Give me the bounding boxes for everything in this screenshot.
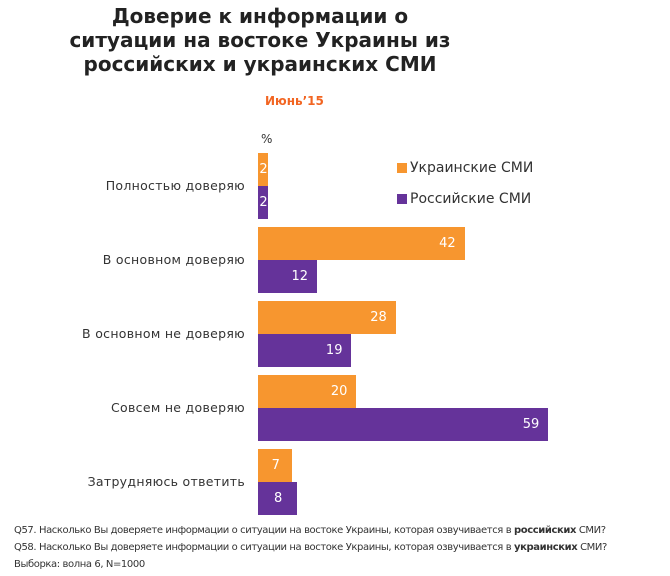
bar-ukrainian: [258, 227, 465, 260]
bar-ukrainian: [258, 375, 357, 408]
category-label: Полностью доверяю: [105, 178, 245, 193]
bar-russian: [258, 186, 268, 219]
footnote-q57-bold: российских: [513, 525, 577, 536]
bar-russian: [258, 408, 549, 441]
footnote-q58-prefix: Q58. Насколько Вы доверяете информации о…: [14, 542, 514, 553]
footnote-q58: Q58. Насколько Вы доверяете информации о…: [14, 540, 607, 555]
category-label: Совсем не доверяю: [111, 400, 245, 415]
bar-russian: [258, 482, 298, 515]
bar-value-label: 2: [259, 161, 268, 177]
bar-value-label: 59: [522, 416, 540, 432]
bar-russian: [258, 260, 318, 293]
category-label: В основном доверяю: [102, 252, 245, 267]
legend-swatch-ukrainian: [397, 162, 407, 173]
legend-label-ukrainian: Украинские СМИ: [410, 159, 534, 176]
footnote-q57: Q57. Насколько Вы доверяете информации о…: [14, 523, 606, 538]
bar-value-label: 19: [325, 342, 343, 358]
footnote-sample: Выборка: волна 6, N=1000: [14, 559, 145, 570]
chart-subtitle: Июнь’15: [265, 94, 324, 108]
bar-value-label: 28: [370, 309, 387, 325]
category-label: Затрудняюсь ответить: [87, 474, 245, 489]
footnote-q57-prefix: Q57. Насколько Вы доверяете информации о…: [14, 525, 514, 536]
unit-label: %: [261, 132, 273, 146]
bar-ukrainian: [258, 153, 268, 186]
footnote-q58-bold: украинских: [513, 542, 578, 553]
bar-ukrainian: [258, 301, 396, 334]
legend: Украинские СМИ Российские СМИ: [397, 152, 533, 214]
bar-value-label: 2: [259, 194, 268, 210]
bar-ukrainian: [258, 449, 293, 482]
legend-item-russian: Российские СМИ: [397, 183, 533, 214]
bar-value-label: 42: [439, 235, 456, 251]
legend-label-russian: Российские СМИ: [410, 190, 532, 207]
legend-swatch-russian: [397, 193, 407, 204]
chart-title: Доверие к информации о ситуации на восто…: [69, 4, 451, 76]
bar-russian: [258, 334, 352, 367]
footnote-q57-suffix: СМИ?: [576, 525, 606, 536]
legend-item-ukrainian: Украинские СМИ: [397, 152, 533, 183]
bar-value-label: 8: [274, 490, 283, 506]
bar-value-label: 7: [271, 457, 280, 473]
footnote-q58-suffix: СМИ?: [577, 542, 607, 553]
bar-value-label: 20: [330, 383, 348, 399]
category-label: В основном не доверяю: [82, 326, 245, 341]
bar-value-label: 12: [291, 268, 309, 284]
